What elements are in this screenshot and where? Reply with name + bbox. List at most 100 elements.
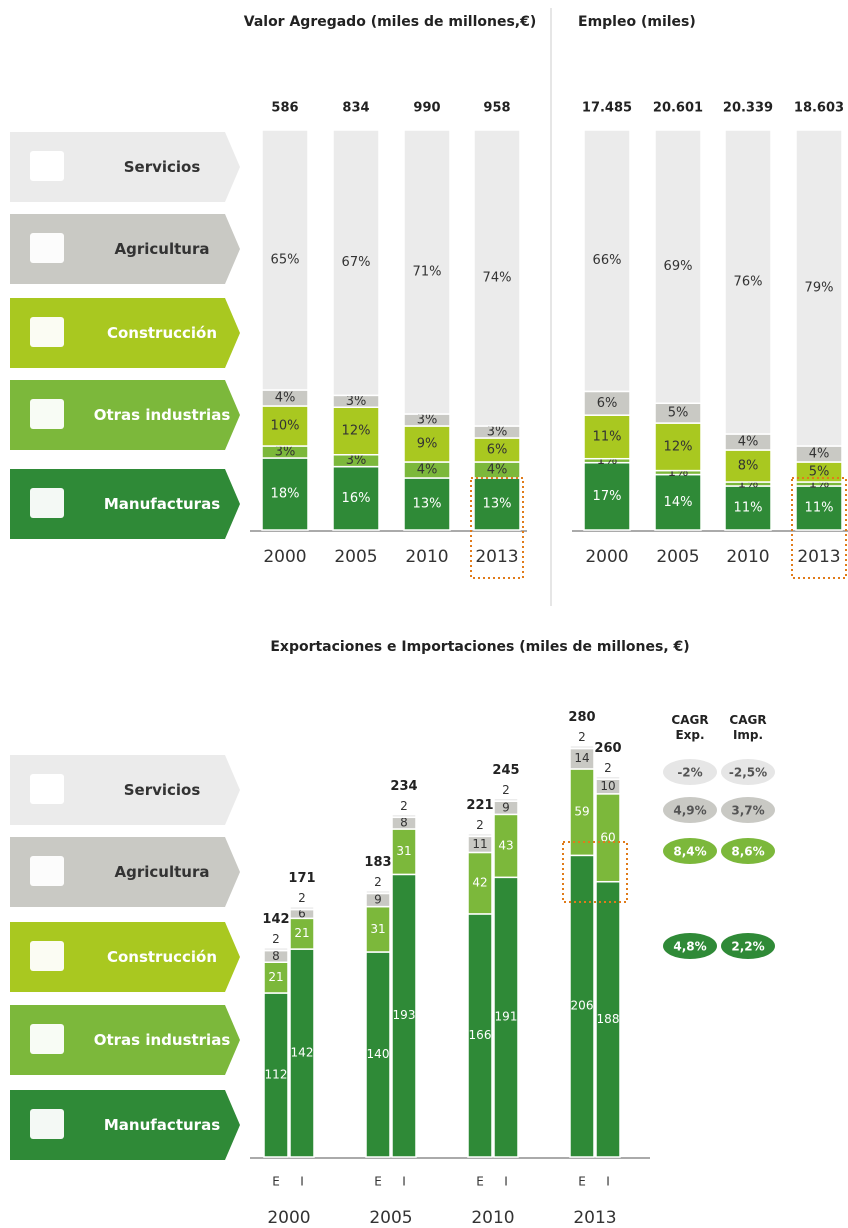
data-label: 188 (597, 1012, 620, 1026)
bar-segment (724, 449, 772, 483)
legend-label: Otras industrias (93, 1031, 231, 1049)
data-label: 2 (400, 799, 408, 813)
data-label: 17% (593, 489, 622, 504)
cagr-label: 4,8% (673, 940, 706, 954)
highlight-box (562, 841, 628, 903)
data-label: 31 (370, 922, 385, 936)
data-label: 4% (738, 435, 759, 450)
data-label: 18% (271, 487, 300, 502)
data-label: 2 (502, 783, 510, 797)
highlight-box (791, 477, 847, 579)
cagr-pill (721, 838, 775, 864)
bar-segment (595, 775, 621, 780)
total-label: 245 (492, 763, 519, 778)
data-label: 31 (396, 844, 411, 858)
total-label: 20.339 (723, 101, 773, 116)
legend-label: Manufacturas (103, 1116, 221, 1134)
legend-icon (30, 1024, 64, 1054)
x-tick-label: 2010 (726, 547, 769, 567)
legend-label: Manufacturas (103, 495, 221, 513)
data-label: 59 (574, 805, 589, 819)
data-label: 76% (734, 275, 763, 290)
data-label: 79% (805, 281, 834, 296)
bar-segment (391, 828, 417, 876)
legend-icon (30, 856, 64, 886)
data-label: 8% (738, 459, 759, 474)
cagr-label: -2,5% (729, 766, 767, 780)
x-tick-label: 2005 (656, 547, 699, 567)
bar-segment (332, 465, 380, 531)
data-label: 140 (367, 1047, 390, 1061)
total-label: 20.601 (653, 101, 703, 116)
legend-icon (30, 488, 64, 518)
legend-icon (30, 774, 64, 804)
legend-shape (10, 922, 240, 992)
total-label: 234 (390, 779, 417, 794)
bar-segment (654, 422, 702, 472)
bar-segment (261, 457, 309, 531)
data-label: 5% (809, 465, 830, 480)
data-label: 12% (342, 423, 371, 438)
cagr-pill (663, 759, 717, 785)
x-tick-label: 2005 (369, 1208, 412, 1228)
data-label: 2 (298, 891, 306, 905)
bar-segment (724, 129, 772, 435)
legend-shape (10, 214, 240, 284)
data-label: 6 (298, 906, 306, 920)
bar-segment (365, 889, 391, 895)
bar-segment (595, 793, 621, 883)
cagr-label: 8,6% (731, 845, 764, 859)
bar-label: E (578, 1175, 586, 1189)
total-label: 990 (413, 101, 440, 116)
data-label: 3% (346, 453, 367, 468)
legend-label: Servicios (123, 781, 201, 799)
data-label: 14 (574, 751, 589, 765)
data-label: 3% (346, 394, 367, 409)
data-label: 4% (275, 391, 296, 406)
total-label: 958 (483, 101, 510, 116)
bar-segment (263, 961, 289, 994)
chart-title: Valor Agregado (miles de millones,€) (244, 14, 536, 30)
data-label: 65% (271, 253, 300, 268)
bar-segment (263, 992, 289, 1158)
total-label: 260 (594, 741, 621, 756)
bar-segment (654, 473, 702, 531)
data-label: 11 (472, 837, 487, 851)
bar-segment (569, 854, 595, 1158)
data-label: 21 (268, 970, 283, 984)
cagr-pill (663, 797, 717, 823)
bar-segment (583, 129, 631, 393)
data-label: 16% (342, 491, 371, 506)
data-label: 4% (809, 447, 830, 462)
bar-segment (795, 129, 843, 447)
legend-icon (30, 399, 64, 429)
bar-label: I (606, 1175, 610, 1189)
data-label: 3% (487, 425, 508, 440)
cagr-label: 4,9% (673, 804, 706, 818)
legend-shape (10, 132, 240, 202)
x-tick-label: 2010 (405, 547, 448, 567)
data-label: 67% (342, 255, 371, 270)
data-label: 60 (600, 830, 615, 844)
bar-segment (493, 797, 519, 802)
bar-segment (289, 948, 315, 1158)
total-label: 171 (288, 871, 315, 886)
data-label: 191 (495, 1010, 518, 1024)
bar-segment (403, 129, 451, 415)
bar-label: I (300, 1175, 304, 1189)
cagr-label: 2,2% (731, 940, 764, 954)
data-label: 43 (498, 838, 513, 852)
bar-segment (261, 129, 309, 391)
data-label: 5% (668, 406, 689, 421)
bar-segment (473, 437, 521, 463)
legend-label: Servicios (123, 158, 201, 176)
legend-shape (10, 837, 240, 907)
data-label: 13% (413, 497, 442, 512)
data-label: 69% (664, 259, 693, 274)
legend-icon (30, 941, 64, 971)
legend-shape (10, 755, 240, 825)
data-label: 10% (271, 419, 300, 434)
legend-label: Otras industrias (93, 406, 231, 424)
data-label: 13% (483, 497, 512, 512)
total-label: 221 (466, 798, 493, 813)
